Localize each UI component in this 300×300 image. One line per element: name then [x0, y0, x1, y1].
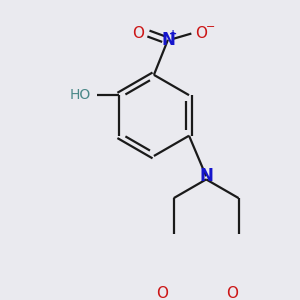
Text: N: N: [161, 31, 175, 49]
Text: O: O: [226, 286, 238, 300]
Text: N: N: [199, 167, 213, 185]
Text: +: +: [169, 29, 178, 39]
Text: O: O: [195, 26, 207, 41]
Text: HO: HO: [69, 88, 91, 102]
Text: O: O: [156, 286, 168, 300]
Text: O: O: [132, 26, 144, 41]
Text: −: −: [206, 22, 215, 32]
